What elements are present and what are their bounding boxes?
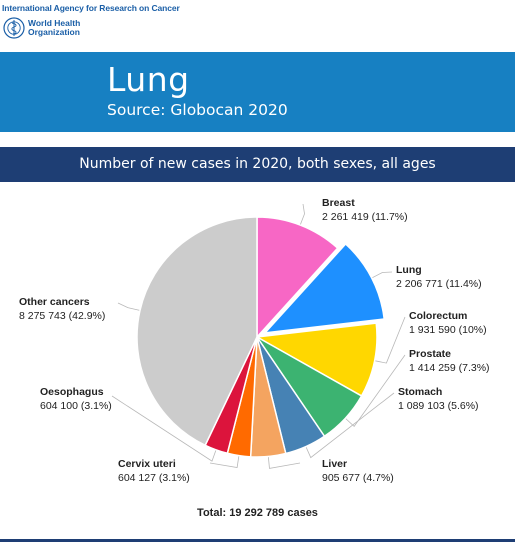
slice-value-other-cancers: 8 275 743 (42.9%) <box>19 310 105 322</box>
org-header: International Agency for Research on Can… <box>0 0 515 48</box>
leader-line-cervix-uteri <box>209 453 240 468</box>
leader-line-other-cancers <box>117 302 143 312</box>
slice-label-prostate: Prostate <box>409 348 451 360</box>
iarc-name[interactable]: International Agency for Research on Can… <box>2 3 180 13</box>
slice-label-cervix-uteri: Cervix uteri <box>118 458 176 470</box>
leader-line-prostate <box>343 354 406 427</box>
slice-label-oesophagus: Oesophagus <box>40 386 104 398</box>
leader-line-breast <box>299 203 305 228</box>
who-name-line1: World Health <box>28 18 81 28</box>
leader-line-oesophagus <box>111 395 218 462</box>
slice-value-colorectum: 1 931 590 (10%) <box>409 324 487 336</box>
slice-value-breast: 2 261 419 (11.7%) <box>322 211 408 223</box>
leader-line-stomach <box>304 392 395 459</box>
pie-chart-area: Breast 2 261 419 (11.7%) Lung 2 206 771 (11… <box>0 182 515 542</box>
who-name[interactable]: World Health Organization <box>28 19 118 37</box>
slice-value-prostate: 1 414 259 (7.3%) <box>409 362 490 374</box>
slice-value-oesophagus: 604 100 (3.1%) <box>40 400 112 412</box>
slice-label-colorectum: Colorectum <box>409 310 467 322</box>
pie-slice-other-cancers[interactable] <box>136 216 258 447</box>
total-cases-label: Total: 19 292 789 cases <box>197 507 318 519</box>
slice-label-breast: Breast <box>322 197 355 209</box>
slice-label-liver: Liver <box>322 458 347 470</box>
who-name-line2: Organization <box>28 27 80 37</box>
title-banner: Lung Source: Globocan 2020 <box>0 52 515 132</box>
pie-slice-breast[interactable] <box>256 216 339 339</box>
leader-line-lung <box>369 271 393 280</box>
who-emblem-icon[interactable] <box>3 17 25 39</box>
slice-value-lung: 2 206 771 (11.4%) <box>396 278 482 290</box>
slice-label-lung: Lung <box>396 264 422 276</box>
page-title: Lung <box>107 60 190 99</box>
slice-value-liver: 905 677 (4.7%) <box>322 472 394 484</box>
slice-label-stomach: Stomach <box>398 386 442 398</box>
slice-value-stomach: 1 089 103 (5.6%) <box>398 400 479 412</box>
bottom-rule <box>0 539 515 542</box>
leader-line-liver <box>267 454 301 469</box>
page-subtitle: Source: Globocan 2020 <box>107 101 288 119</box>
pie-slice-lung[interactable] <box>263 242 386 334</box>
slice-label-other-cancers: Other cancers <box>19 296 90 308</box>
pie-chart: Breast 2 261 419 (11.7%) Lung 2 206 771 (11… <box>19 197 490 484</box>
slice-value-cervix-uteri: 604 127 (3.1%) <box>118 472 190 484</box>
pie-slice-colorectum[interactable] <box>254 322 378 397</box>
leader-line-colorectum <box>372 316 406 364</box>
chart-title: Number of new cases in 2020, both sexes,… <box>0 147 515 182</box>
